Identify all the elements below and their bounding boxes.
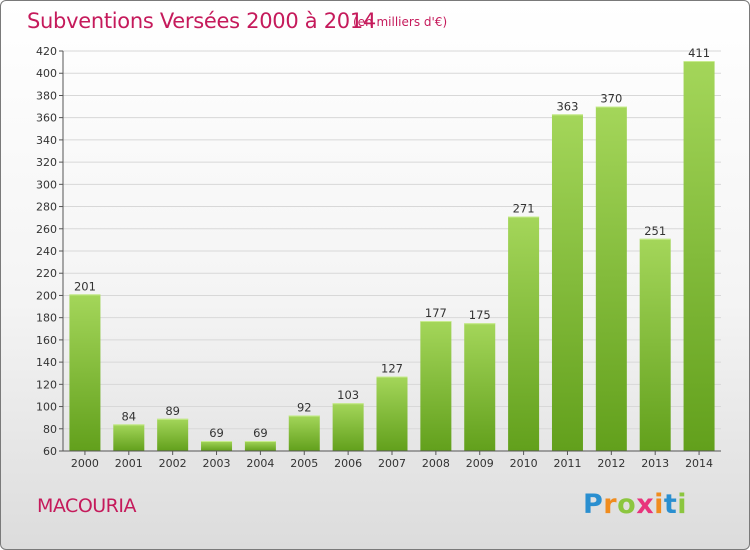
y-tick-label: 220 xyxy=(36,267,57,280)
x-tick-label: 2001 xyxy=(115,457,143,470)
chart-subtitle: (en milliers d'€) xyxy=(353,15,448,29)
bar-value-label: 175 xyxy=(469,308,491,322)
logo-letter: o xyxy=(617,489,637,520)
bar-value-label: 411 xyxy=(688,46,710,60)
labels: 60 80 100 120 140 160 180 200 220 240 260 280 300 320… xyxy=(36,45,713,470)
y-tick-label: 260 xyxy=(36,223,57,236)
bar xyxy=(288,415,320,451)
bar xyxy=(551,114,583,451)
bar xyxy=(595,106,627,452)
x-tick-label: 2009 xyxy=(466,457,494,470)
logo-letter: i xyxy=(677,489,688,520)
y-tick-label: 400 xyxy=(36,67,57,80)
chart-title: Subventions Versées 2000 à 2014 xyxy=(27,9,376,33)
bar xyxy=(69,294,101,451)
bar-value-label: 251 xyxy=(644,224,666,238)
x-tick-label: 2008 xyxy=(422,457,450,470)
x-tick-label: 2006 xyxy=(334,457,362,470)
y-tick-label: 180 xyxy=(36,312,57,325)
y-tick-label: 60 xyxy=(43,445,57,458)
y-tick-label: 160 xyxy=(36,334,57,347)
bar xyxy=(508,216,540,451)
bar xyxy=(639,238,671,451)
bar-value-label: 201 xyxy=(74,279,96,293)
logo-letter: x xyxy=(636,489,655,520)
y-tick-label: 380 xyxy=(36,89,57,102)
logo-letter: r xyxy=(603,489,618,520)
bar-value-label: 69 xyxy=(253,426,268,440)
x-tick-label: 2004 xyxy=(246,457,274,470)
bar-value-label: 370 xyxy=(600,92,622,106)
logo-letter: P xyxy=(583,489,604,520)
bar-value-label: 363 xyxy=(556,99,578,113)
y-tick-label: 360 xyxy=(36,112,57,125)
bar xyxy=(420,321,452,451)
bar xyxy=(244,441,276,451)
commune-name: MACOURIA xyxy=(37,495,137,517)
bar xyxy=(332,403,364,451)
bar xyxy=(376,376,408,451)
bar xyxy=(464,323,496,451)
x-tick-label: 2012 xyxy=(597,457,625,470)
bar-value-label: 177 xyxy=(425,306,447,320)
axes xyxy=(59,50,721,455)
bar xyxy=(113,424,145,451)
x-tick-label: 2011 xyxy=(553,457,581,470)
bar-value-label: 69 xyxy=(209,426,224,440)
y-tick-label: 200 xyxy=(36,289,57,302)
bar xyxy=(201,441,233,451)
x-tick-label: 2013 xyxy=(641,457,669,470)
x-tick-label: 2002 xyxy=(159,457,187,470)
bar-value-label: 89 xyxy=(165,404,180,418)
logo-letter: t xyxy=(663,489,678,520)
bar xyxy=(157,418,189,451)
bar xyxy=(683,61,715,451)
y-tick-label: 80 xyxy=(43,423,57,436)
bar-value-label: 103 xyxy=(337,388,359,402)
proxiti-logo: Proxiti xyxy=(583,489,687,520)
y-tick-label: 320 xyxy=(36,156,57,169)
bars xyxy=(69,61,715,452)
y-tick-label: 300 xyxy=(36,178,57,191)
bar-value-label: 271 xyxy=(513,202,535,216)
y-tick-label: 240 xyxy=(36,245,57,258)
x-tick-label: 2010 xyxy=(510,457,538,470)
y-tick-label: 420 xyxy=(36,45,57,58)
x-tick-label: 2007 xyxy=(378,457,406,470)
x-tick-label: 2003 xyxy=(203,457,231,470)
y-tick-label: 140 xyxy=(36,356,57,369)
y-tick-label: 280 xyxy=(36,201,57,214)
x-tick-label: 2005 xyxy=(290,457,318,470)
bar-value-label: 84 xyxy=(121,409,136,423)
y-tick-label: 120 xyxy=(36,378,57,391)
logo-letter: i xyxy=(654,489,664,520)
bar-value-label: 127 xyxy=(381,362,403,376)
y-tick-label: 340 xyxy=(36,134,57,147)
y-tick-label: 100 xyxy=(36,401,57,414)
x-tick-label: 2014 xyxy=(685,457,713,470)
x-tick-label: 2000 xyxy=(71,457,99,470)
bar-value-label: 92 xyxy=(297,400,312,414)
